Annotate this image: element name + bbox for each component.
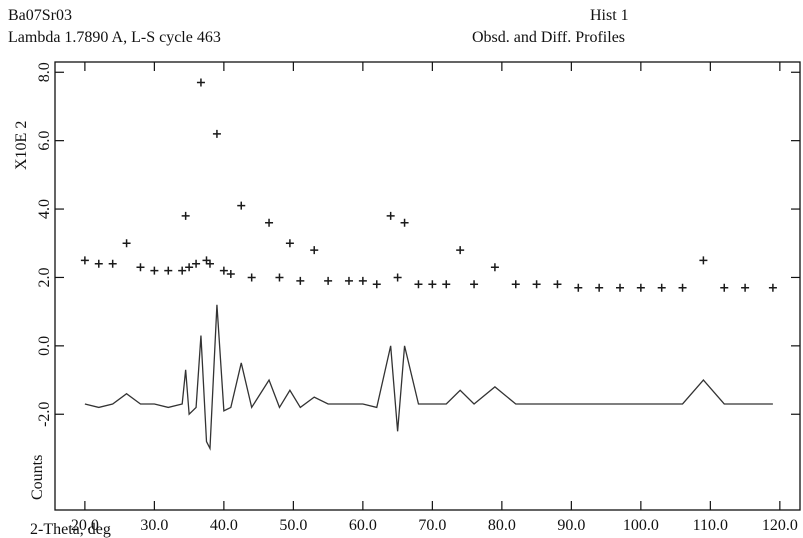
observed-point	[202, 256, 211, 265]
x-tick-label: 110.0	[693, 517, 728, 534]
plot-frame	[54, 61, 801, 511]
x-axis-label: 2-Theta, deg	[30, 521, 111, 538]
observed-point	[616, 283, 625, 292]
y-tick-label: 0.0	[36, 336, 53, 356]
histogram-label: Hist 1	[590, 7, 629, 24]
observed-point	[490, 263, 499, 272]
observed-point	[275, 273, 284, 282]
observed-point	[237, 201, 246, 210]
y-tick-label: -2.0	[36, 402, 53, 427]
observed-point	[720, 283, 729, 292]
observed-point	[122, 239, 131, 248]
observed-point	[265, 218, 274, 227]
y-scale-label: X10E 2	[13, 121, 30, 170]
difference-line	[84, 304, 773, 451]
observed-point	[285, 239, 294, 248]
observed-point	[324, 276, 333, 285]
phase-name: Ba07Sr03	[8, 7, 72, 24]
y-axis-label: Counts	[29, 455, 46, 500]
observed-point	[185, 263, 194, 272]
observed-point	[296, 276, 305, 285]
chart-title: Obsd. and Diff. Profiles	[472, 29, 625, 46]
x-tick-label: 30.0	[140, 517, 168, 534]
observed-point	[178, 266, 187, 275]
chart-subtitle: Lambda 1.7890 A, L-S cycle 463	[8, 29, 221, 46]
observed-point	[344, 276, 353, 285]
x-tick-label: 40.0	[210, 517, 238, 534]
observed-point	[94, 259, 103, 268]
observed-point	[456, 246, 465, 255]
observed-point	[196, 78, 205, 87]
observed-point	[212, 129, 221, 138]
observed-point	[470, 280, 479, 289]
observed-point	[553, 280, 562, 289]
observed-point	[442, 280, 451, 289]
observed-point	[310, 246, 319, 255]
observed-point	[636, 283, 645, 292]
observed-point	[108, 259, 117, 268]
x-tick-label: 50.0	[279, 517, 307, 534]
observed-point	[386, 211, 395, 220]
observed-point	[678, 283, 687, 292]
observed-point	[192, 259, 201, 268]
y-tick-label: 6.0	[36, 131, 53, 151]
y-tick-label: 8.0	[36, 62, 53, 82]
observed-point	[532, 280, 541, 289]
x-tick-label: 100.0	[623, 517, 659, 534]
observed-point	[358, 276, 367, 285]
observed-point	[414, 280, 423, 289]
x-tick-label: 20.0	[71, 517, 99, 534]
observed-point	[164, 266, 173, 275]
x-tick-label: 120.0	[762, 517, 798, 534]
observed-point	[511, 280, 520, 289]
observed-point	[136, 263, 145, 272]
observed-point	[372, 280, 381, 289]
observed-point	[219, 266, 228, 275]
observed-point	[657, 283, 666, 292]
observed-point	[181, 211, 190, 220]
observed-point	[150, 266, 159, 275]
x-tick-label: 80.0	[488, 517, 516, 534]
observed-point	[247, 273, 256, 282]
observed-point	[80, 256, 89, 265]
observed-point	[574, 283, 583, 292]
y-tick-label: 4.0	[36, 199, 53, 219]
y-tick-label: 2.0	[36, 267, 53, 287]
observed-point	[226, 270, 235, 279]
x-tick-label: 70.0	[418, 517, 446, 534]
observed-point	[699, 256, 708, 265]
x-tick-label: 60.0	[349, 517, 377, 534]
observed-point	[428, 280, 437, 289]
observed-point	[205, 259, 214, 268]
observed-point	[400, 218, 409, 227]
observed-point	[741, 283, 750, 292]
observed-point	[595, 283, 604, 292]
observed-point	[768, 283, 777, 292]
observed-point	[393, 273, 402, 282]
x-tick-label: 90.0	[557, 517, 585, 534]
